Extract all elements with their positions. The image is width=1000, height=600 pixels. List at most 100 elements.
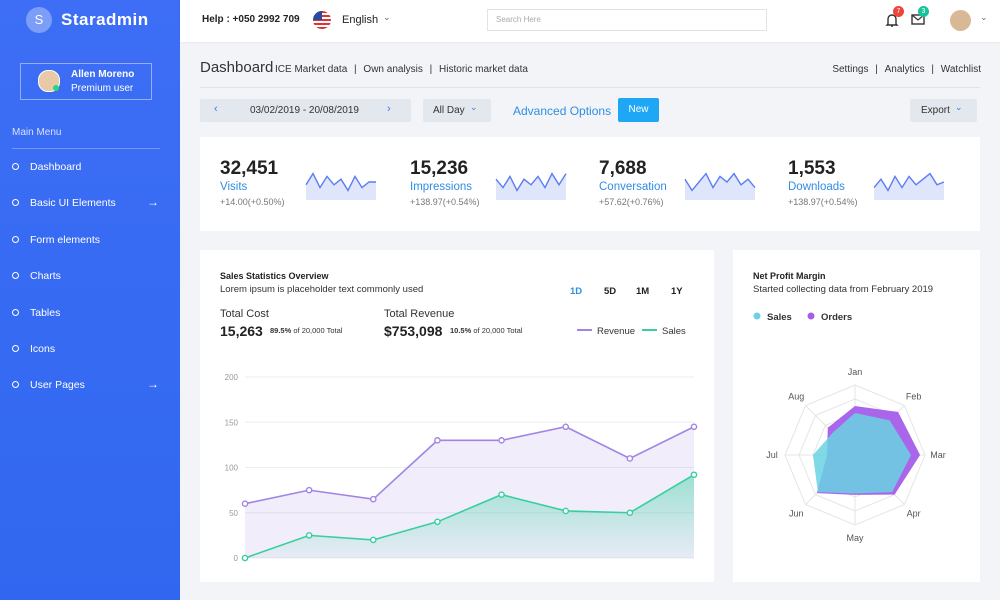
legend-label: Sales [767,312,792,323]
menu-item[interactable]: Tables [30,307,61,319]
total-cost-note: 89.5% of 20,000 Total [270,326,342,335]
point [241,554,249,562]
point [369,536,377,544]
stat-value: 32,451 [220,158,279,179]
percent: 10.5% [450,326,472,335]
stat-label: Downloads [788,181,845,193]
menu-item[interactable]: Form elements [30,234,101,246]
brand[interactable]: Staradmin [61,10,149,29]
language[interactable]: English [342,14,379,26]
menu-item[interactable]: Charts [30,270,61,282]
range-tab[interactable]: 1D [570,286,583,297]
separator: | [351,64,360,75]
menu-bullet [12,345,19,352]
notification-badge: 7 [893,6,904,17]
sparkline [684,172,756,192]
range-tab[interactable]: 1M [636,286,650,297]
next-arrow[interactable]: › [387,103,391,115]
period: All Day [433,105,465,116]
user-name: Allen Moreno [71,69,135,80]
stat-change: +57.62(+0.76%) [599,197,664,207]
profile-avatar[interactable] [950,10,971,31]
menu-bullet [12,236,19,243]
radar-area [813,413,911,494]
menu-arrow: → [147,195,159,209]
new-button[interactable]: New [618,98,659,122]
flag [313,11,331,29]
user-box[interactable] [20,63,152,100]
separator: | [426,64,436,75]
point [305,532,313,539]
card-title: Sales Statistics Overview [220,271,329,281]
header-link[interactable]: Own analysis [363,64,423,75]
stat-change: +138.97(+0.54%) [788,197,858,207]
stat-label: Impressions [410,181,472,193]
export-button[interactable] [910,99,977,122]
menu-item[interactable]: Basic UI Elements [30,197,116,209]
point [498,491,505,498]
legend-label: Revenue [597,326,635,337]
menu-item[interactable]: Dashboard [30,161,82,173]
menu-title: Main Menu [12,127,62,138]
y-tick-label: 150 [225,418,239,427]
legend-label: Sales [662,326,686,337]
stat-value: 7,688 [599,158,647,179]
page-title: Dashboard [200,59,274,76]
point [241,500,249,508]
brand-logo[interactable]: S [26,7,52,33]
search-box[interactable] [487,9,767,31]
chevron: ⌄ [955,102,963,112]
y-tick-label: 200 [225,373,239,382]
export-label: Export [921,105,950,116]
header-link[interactable]: Watchlist [940,64,981,75]
menu-item[interactable]: User Pages [30,379,85,391]
header-link[interactable]: Historic market data [439,64,528,75]
header-link[interactable]: Analytics [884,64,925,75]
divider [12,148,160,149]
prev-arrow[interactable]: ‹ [214,103,218,115]
sparkline-area [306,173,376,200]
point [369,495,377,503]
y-tick-label: 50 [229,509,238,518]
chevron: ⌄ [470,102,478,112]
point [498,437,505,444]
radar-label: Jul [766,450,778,460]
menu-bullet [12,163,19,170]
separator: | [928,64,937,75]
date-picker[interactable] [200,99,411,122]
search-placeholder: Search Here [496,15,541,24]
chevron: ⌄ [980,12,988,22]
menu-bullet [12,199,19,206]
total-revenue-value: $753,098 [384,323,443,339]
range-tab[interactable]: 1Y [671,286,683,297]
advanced-options[interactable]: Advanced Options [513,104,612,118]
radar-label: May [846,533,864,543]
chevron: ⌄ [383,12,391,22]
radar-label: Mar [930,450,946,460]
stat-change: +138.97(+0.54%) [410,197,480,207]
menu-bullet [12,272,19,279]
point [562,423,570,431]
radar-label: Aug [788,391,804,401]
sparkline-area [496,173,566,200]
stat-change: +14.00(+0.50%) [220,197,285,207]
menu-item[interactable]: Icons [30,343,56,355]
sidebar [0,0,180,600]
sparkline-area [874,173,944,200]
card-subtitle: Lorem ipsum is placeholder text commonly… [220,284,424,295]
legend-dot [807,312,815,320]
range-tab[interactable]: 5D [604,286,617,297]
period-select[interactable] [423,99,491,122]
radar-label: Apr [907,509,921,519]
area [245,474,694,558]
point [562,507,570,515]
header-link[interactable]: ICE Market data [275,64,348,75]
note: of 20,000 Total [293,326,343,335]
header-link[interactable]: Settings [832,64,869,75]
stat-label: Conversation [599,181,667,193]
y-tick-label: 0 [234,554,239,563]
stat-value: 15,236 [410,158,469,179]
user-role: Premium user [71,83,134,94]
point [690,471,698,479]
radar-label: Jun [789,509,804,519]
